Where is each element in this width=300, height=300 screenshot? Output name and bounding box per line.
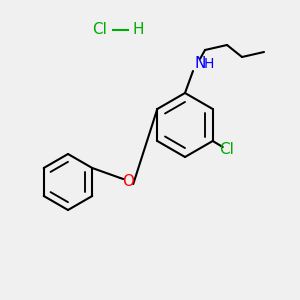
Text: N: N — [194, 56, 206, 71]
Text: H: H — [132, 22, 144, 38]
Text: O: O — [122, 173, 134, 188]
Text: Cl: Cl — [219, 142, 234, 157]
Text: H: H — [204, 57, 214, 71]
Text: Cl: Cl — [93, 22, 107, 38]
